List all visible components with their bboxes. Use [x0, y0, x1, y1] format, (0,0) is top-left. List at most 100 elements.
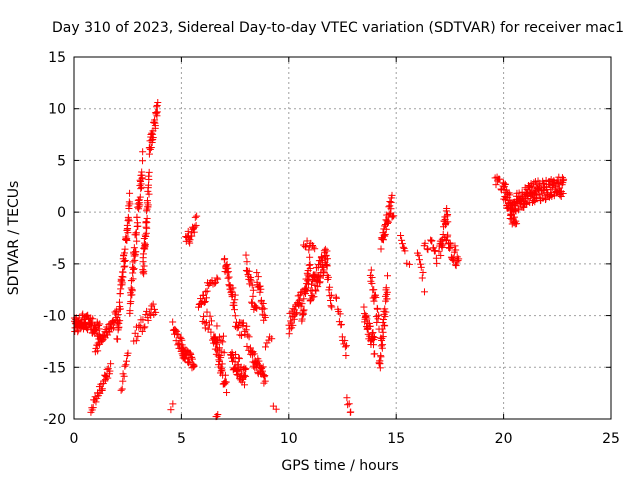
data-point	[324, 273, 332, 281]
data-point	[285, 330, 293, 338]
data-point	[310, 293, 318, 301]
data-point	[230, 306, 238, 314]
data-point	[247, 277, 255, 285]
data-point	[224, 264, 232, 272]
chart-title: Day 310 of 2023, Sidereal Day-to-day VTE…	[52, 20, 624, 36]
data-point	[149, 134, 157, 142]
data-point	[322, 251, 330, 259]
data-point	[148, 139, 156, 147]
data-point	[523, 199, 531, 207]
data-point	[218, 360, 226, 368]
data-point	[501, 181, 509, 189]
data-point	[417, 263, 425, 271]
data-point	[154, 99, 162, 107]
data-point	[114, 318, 122, 326]
data-point	[144, 201, 152, 209]
data-point	[119, 268, 127, 276]
data-point	[341, 343, 349, 351]
data-point	[424, 246, 432, 254]
data-point	[370, 286, 378, 294]
data-point	[444, 211, 452, 219]
data-point	[381, 313, 389, 321]
data-point	[309, 243, 317, 251]
data-point	[186, 236, 194, 244]
data-point	[150, 305, 158, 313]
data-point	[513, 220, 521, 228]
data-point	[229, 284, 237, 292]
data-point	[129, 258, 137, 266]
data-point	[241, 330, 249, 338]
data-point	[206, 312, 214, 320]
data-point	[452, 262, 460, 270]
data-point	[89, 404, 97, 412]
data-point	[332, 294, 340, 302]
data-point	[381, 305, 389, 313]
data-point	[218, 366, 226, 374]
data-point	[221, 371, 229, 379]
data-point	[314, 283, 322, 291]
data-point	[360, 310, 368, 318]
data-point	[89, 315, 97, 323]
plot-frame	[73, 56, 612, 420]
data-point	[241, 381, 249, 389]
data-point	[142, 223, 150, 231]
data-point	[368, 329, 376, 337]
data-point	[125, 217, 133, 225]
data-point	[100, 377, 108, 385]
data-point	[141, 240, 149, 248]
data-point	[240, 364, 248, 372]
data-point	[243, 258, 251, 266]
data-point	[203, 294, 211, 302]
data-point	[149, 300, 157, 308]
data-point	[249, 292, 257, 300]
data-point	[532, 181, 540, 189]
y-tick-label: -5	[52, 257, 66, 273]
data-point	[135, 321, 143, 329]
data-point	[121, 262, 129, 270]
data-point	[151, 122, 159, 130]
data-point	[98, 385, 106, 393]
data-point	[507, 211, 515, 219]
data-point	[132, 337, 140, 345]
data-point	[203, 287, 211, 295]
data-point	[221, 380, 229, 388]
data-point	[269, 402, 277, 410]
data-point	[190, 362, 198, 370]
data-point	[242, 326, 250, 334]
y-tick-label: 10	[48, 102, 66, 118]
data-point	[560, 175, 568, 183]
data-point	[328, 303, 336, 311]
data-point	[143, 214, 151, 222]
data-point	[368, 273, 376, 281]
data-point	[256, 282, 264, 290]
data-point	[383, 272, 391, 280]
data-point	[210, 334, 218, 342]
data-point	[114, 335, 122, 343]
data-point	[298, 300, 306, 308]
data-point	[322, 261, 330, 269]
data-point	[146, 145, 154, 153]
data-point	[312, 287, 320, 295]
data-point	[290, 315, 298, 323]
data-point	[115, 323, 123, 331]
data-point	[382, 284, 390, 292]
data-point	[377, 245, 385, 253]
data-point	[134, 222, 142, 230]
data-points	[70, 99, 568, 421]
data-point	[143, 224, 151, 232]
data-point	[130, 244, 138, 252]
data-point	[308, 280, 316, 288]
data-point	[383, 288, 391, 296]
data-point	[91, 393, 99, 401]
data-point	[246, 344, 254, 352]
data-point	[139, 148, 147, 156]
data-point	[445, 244, 453, 252]
data-point	[373, 318, 381, 326]
data-point	[405, 260, 413, 268]
data-point	[492, 181, 500, 189]
data-point	[369, 332, 377, 340]
data-point	[375, 311, 383, 319]
data-point	[397, 232, 405, 240]
data-point	[447, 243, 455, 251]
data-point	[136, 193, 144, 201]
